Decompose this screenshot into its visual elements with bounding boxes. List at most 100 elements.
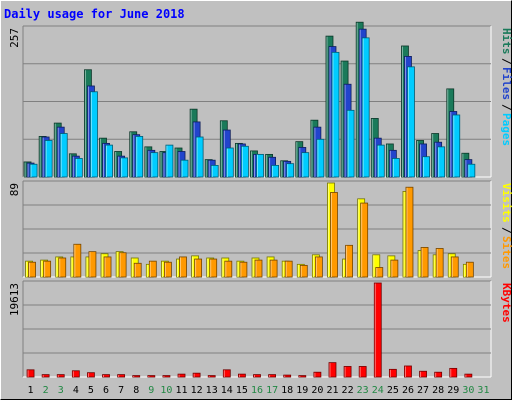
bar-kbytes-day-5 [87, 372, 95, 378]
bar-kbytes-day-24 [373, 282, 382, 378]
bar-kbytes-day-15 [238, 373, 246, 378]
x-tick-label-day-6: 6 [103, 385, 109, 396]
bar-pages-day-2 [44, 140, 53, 178]
bar-sites-day-2 [43, 260, 52, 278]
legend-pages: Pages [500, 113, 512, 146]
x-tick-label-day-18: 18 [281, 385, 293, 396]
bar-pages-day-24 [376, 144, 385, 178]
bar-kbytes-day-10 [162, 375, 171, 378]
bar-pages-day-5 [90, 91, 98, 178]
legend-sites: Sites [500, 236, 512, 269]
bar-kbytes-day-27 [419, 370, 427, 378]
bar-kbytes-day-3 [56, 374, 65, 378]
panel-bot-max-label: 19613 [8, 283, 21, 316]
bar-pages-day-11 [180, 159, 189, 178]
legend-visits: Visits [500, 183, 512, 223]
x-tick-label-day-13: 13 [206, 385, 218, 396]
bar-pages-day-19 [301, 152, 310, 178]
x-tick-label-day-14: 14 [221, 385, 233, 396]
bar-sites-day-22 [345, 244, 353, 278]
panel-mid-max-label: 89 [8, 183, 21, 196]
bar-sites-day-15 [239, 261, 248, 278]
legend-separator: / [500, 104, 512, 111]
bar-kbytes-day-2 [41, 374, 50, 378]
legend-files: Files [500, 67, 512, 100]
bar-kbytes-day-17 [268, 374, 276, 378]
bar-kbytes-day-21 [328, 362, 337, 378]
bar-kbytes-day-9 [147, 375, 156, 378]
bar-pages-day-9 [150, 152, 159, 178]
x-tick-label-day-12: 12 [191, 385, 203, 396]
bar-pages-day-4 [74, 158, 83, 178]
x-tick-label-day-19: 19 [296, 385, 308, 396]
bar-kbytes-day-18 [283, 374, 292, 378]
x-tick-label-day-10: 10 [160, 385, 172, 396]
bar-pages-day-14 [225, 147, 234, 178]
x-tick-label-day-2: 2 [43, 385, 49, 396]
x-tick-label-day-27: 27 [417, 385, 429, 396]
bar-kbytes-day-4 [71, 370, 80, 378]
bar-pages-day-26 [407, 66, 415, 178]
bar-sites-day-25 [390, 259, 399, 278]
bar-sites-day-14 [224, 260, 233, 278]
bar-kbytes-day-19 [298, 375, 307, 378]
bar-sites-day-20 [314, 256, 323, 278]
x-tick-label-day-1: 1 [28, 385, 34, 396]
bar-pages-day-8 [135, 136, 144, 178]
x-tick-label-day-5: 5 [88, 385, 94, 396]
bar-sites-day-26 [405, 186, 414, 278]
bar-kbytes-day-12 [192, 372, 201, 378]
bar-kbytes-day-23 [358, 366, 367, 378]
legend-kbytes: KBytes [500, 283, 512, 323]
bar-kbytes-day-16 [253, 374, 261, 378]
bar-sites-day-19 [299, 264, 308, 278]
panel-top-max-label: 257 [8, 28, 21, 48]
bar-pages-day-16 [256, 153, 264, 178]
bar-pages-day-23 [361, 37, 370, 178]
x-tick-label-day-21: 21 [326, 385, 338, 396]
x-tick-label-day-24: 24 [372, 385, 384, 396]
bar-sites-day-23 [360, 202, 369, 278]
bar-pages-day-3 [59, 133, 68, 178]
bar-sites-day-12 [194, 258, 203, 278]
bar-kbytes-day-30 [464, 373, 473, 378]
legend-separator: / [500, 58, 512, 65]
x-tick-label-day-29: 29 [447, 385, 459, 396]
bar-sites-day-6 [103, 256, 112, 278]
bar-pages-day-30 [467, 163, 476, 178]
bar-kbytes-day-13 [207, 375, 216, 378]
bar-pages-day-28 [437, 146, 446, 178]
x-tick-label-day-22: 22 [342, 385, 354, 396]
bar-pages-day-12 [195, 136, 204, 178]
bar-sites-day-18 [284, 260, 293, 278]
bar-sites-day-1 [28, 261, 36, 278]
bar-pages-day-22 [346, 109, 355, 178]
bar-pages-day-29 [452, 114, 461, 178]
bar-sites-day-4 [73, 243, 82, 278]
bar-kbytes-day-8 [132, 375, 141, 378]
bar-pages-day-17 [271, 165, 279, 178]
bar-pages-day-1 [29, 163, 38, 178]
x-tick-label-day-25: 25 [387, 385, 399, 396]
legend-hits: Hits [500, 28, 512, 55]
bar-kbytes-day-29 [449, 367, 458, 378]
bar-kbytes-day-7 [117, 374, 126, 378]
bar-pages-day-6 [105, 144, 113, 178]
bar-kbytes-day-6 [102, 374, 110, 378]
x-tick-label-day-16: 16 [251, 385, 263, 396]
bar-pages-day-20 [316, 138, 325, 178]
chart-title: Daily usage for June 2018 [4, 7, 185, 21]
bar-sites-day-27 [420, 247, 429, 278]
x-tick-label-day-31: 31 [477, 385, 489, 396]
x-tick-label-day-30: 30 [462, 385, 474, 396]
bar-pages-day-13 [210, 165, 219, 178]
bar-sites-day-13 [209, 258, 218, 278]
bar-sites-day-28 [435, 248, 444, 278]
bar-pages-day-10 [165, 144, 174, 178]
x-tick-label-day-8: 8 [133, 385, 139, 396]
x-tick-label-day-3: 3 [58, 385, 64, 396]
x-tick-label-day-28: 28 [432, 385, 444, 396]
bar-sites-day-8 [133, 262, 142, 278]
x-tick-label-day-17: 17 [266, 385, 278, 396]
